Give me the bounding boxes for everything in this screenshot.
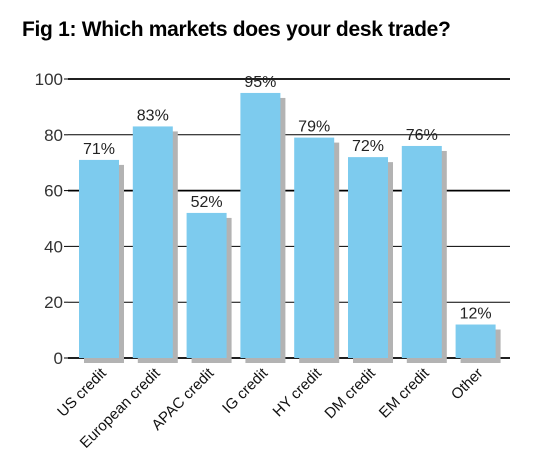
data-label: 79% — [298, 119, 330, 136]
x-tick-label: HY credit — [270, 364, 326, 420]
x-tick-label: Other — [448, 365, 487, 404]
data-label: 76% — [406, 127, 438, 144]
bar — [348, 157, 388, 358]
x-tick-label: IG credit — [219, 364, 272, 417]
data-label: 72% — [352, 138, 384, 155]
data-label: 95% — [244, 74, 276, 91]
data-label: 83% — [137, 107, 169, 124]
data-label: 71% — [83, 141, 115, 158]
y-tick-label: 60 — [44, 182, 63, 201]
bar — [455, 324, 496, 358]
x-tick-label: US credit — [54, 364, 110, 420]
x-tick-label: DM credit — [321, 364, 379, 422]
bar — [79, 159, 119, 358]
data-label: 12% — [460, 306, 492, 323]
y-tick-label: 100 — [35, 70, 63, 89]
y-tick-label: 20 — [44, 293, 63, 312]
bars — [79, 92, 496, 359]
x-tick-label: EM credit — [376, 364, 433, 421]
bar — [132, 126, 173, 359]
y-tick-label: 40 — [44, 237, 63, 256]
chart-title: Fig 1: Which markets does your desk trad… — [22, 18, 451, 41]
bar — [294, 137, 335, 358]
bar — [401, 145, 442, 358]
bar — [240, 92, 281, 358]
y-tick-label: 80 — [44, 126, 63, 145]
y-tick-label: 0 — [54, 349, 63, 368]
data-labels: 71% 83% 52% 95% 79% 72% 76% 12% — [83, 74, 492, 323]
data-label: 52% — [191, 194, 223, 211]
y-tick-labels: 0 20 40 60 80 100 — [35, 70, 63, 368]
bar — [186, 212, 227, 358]
